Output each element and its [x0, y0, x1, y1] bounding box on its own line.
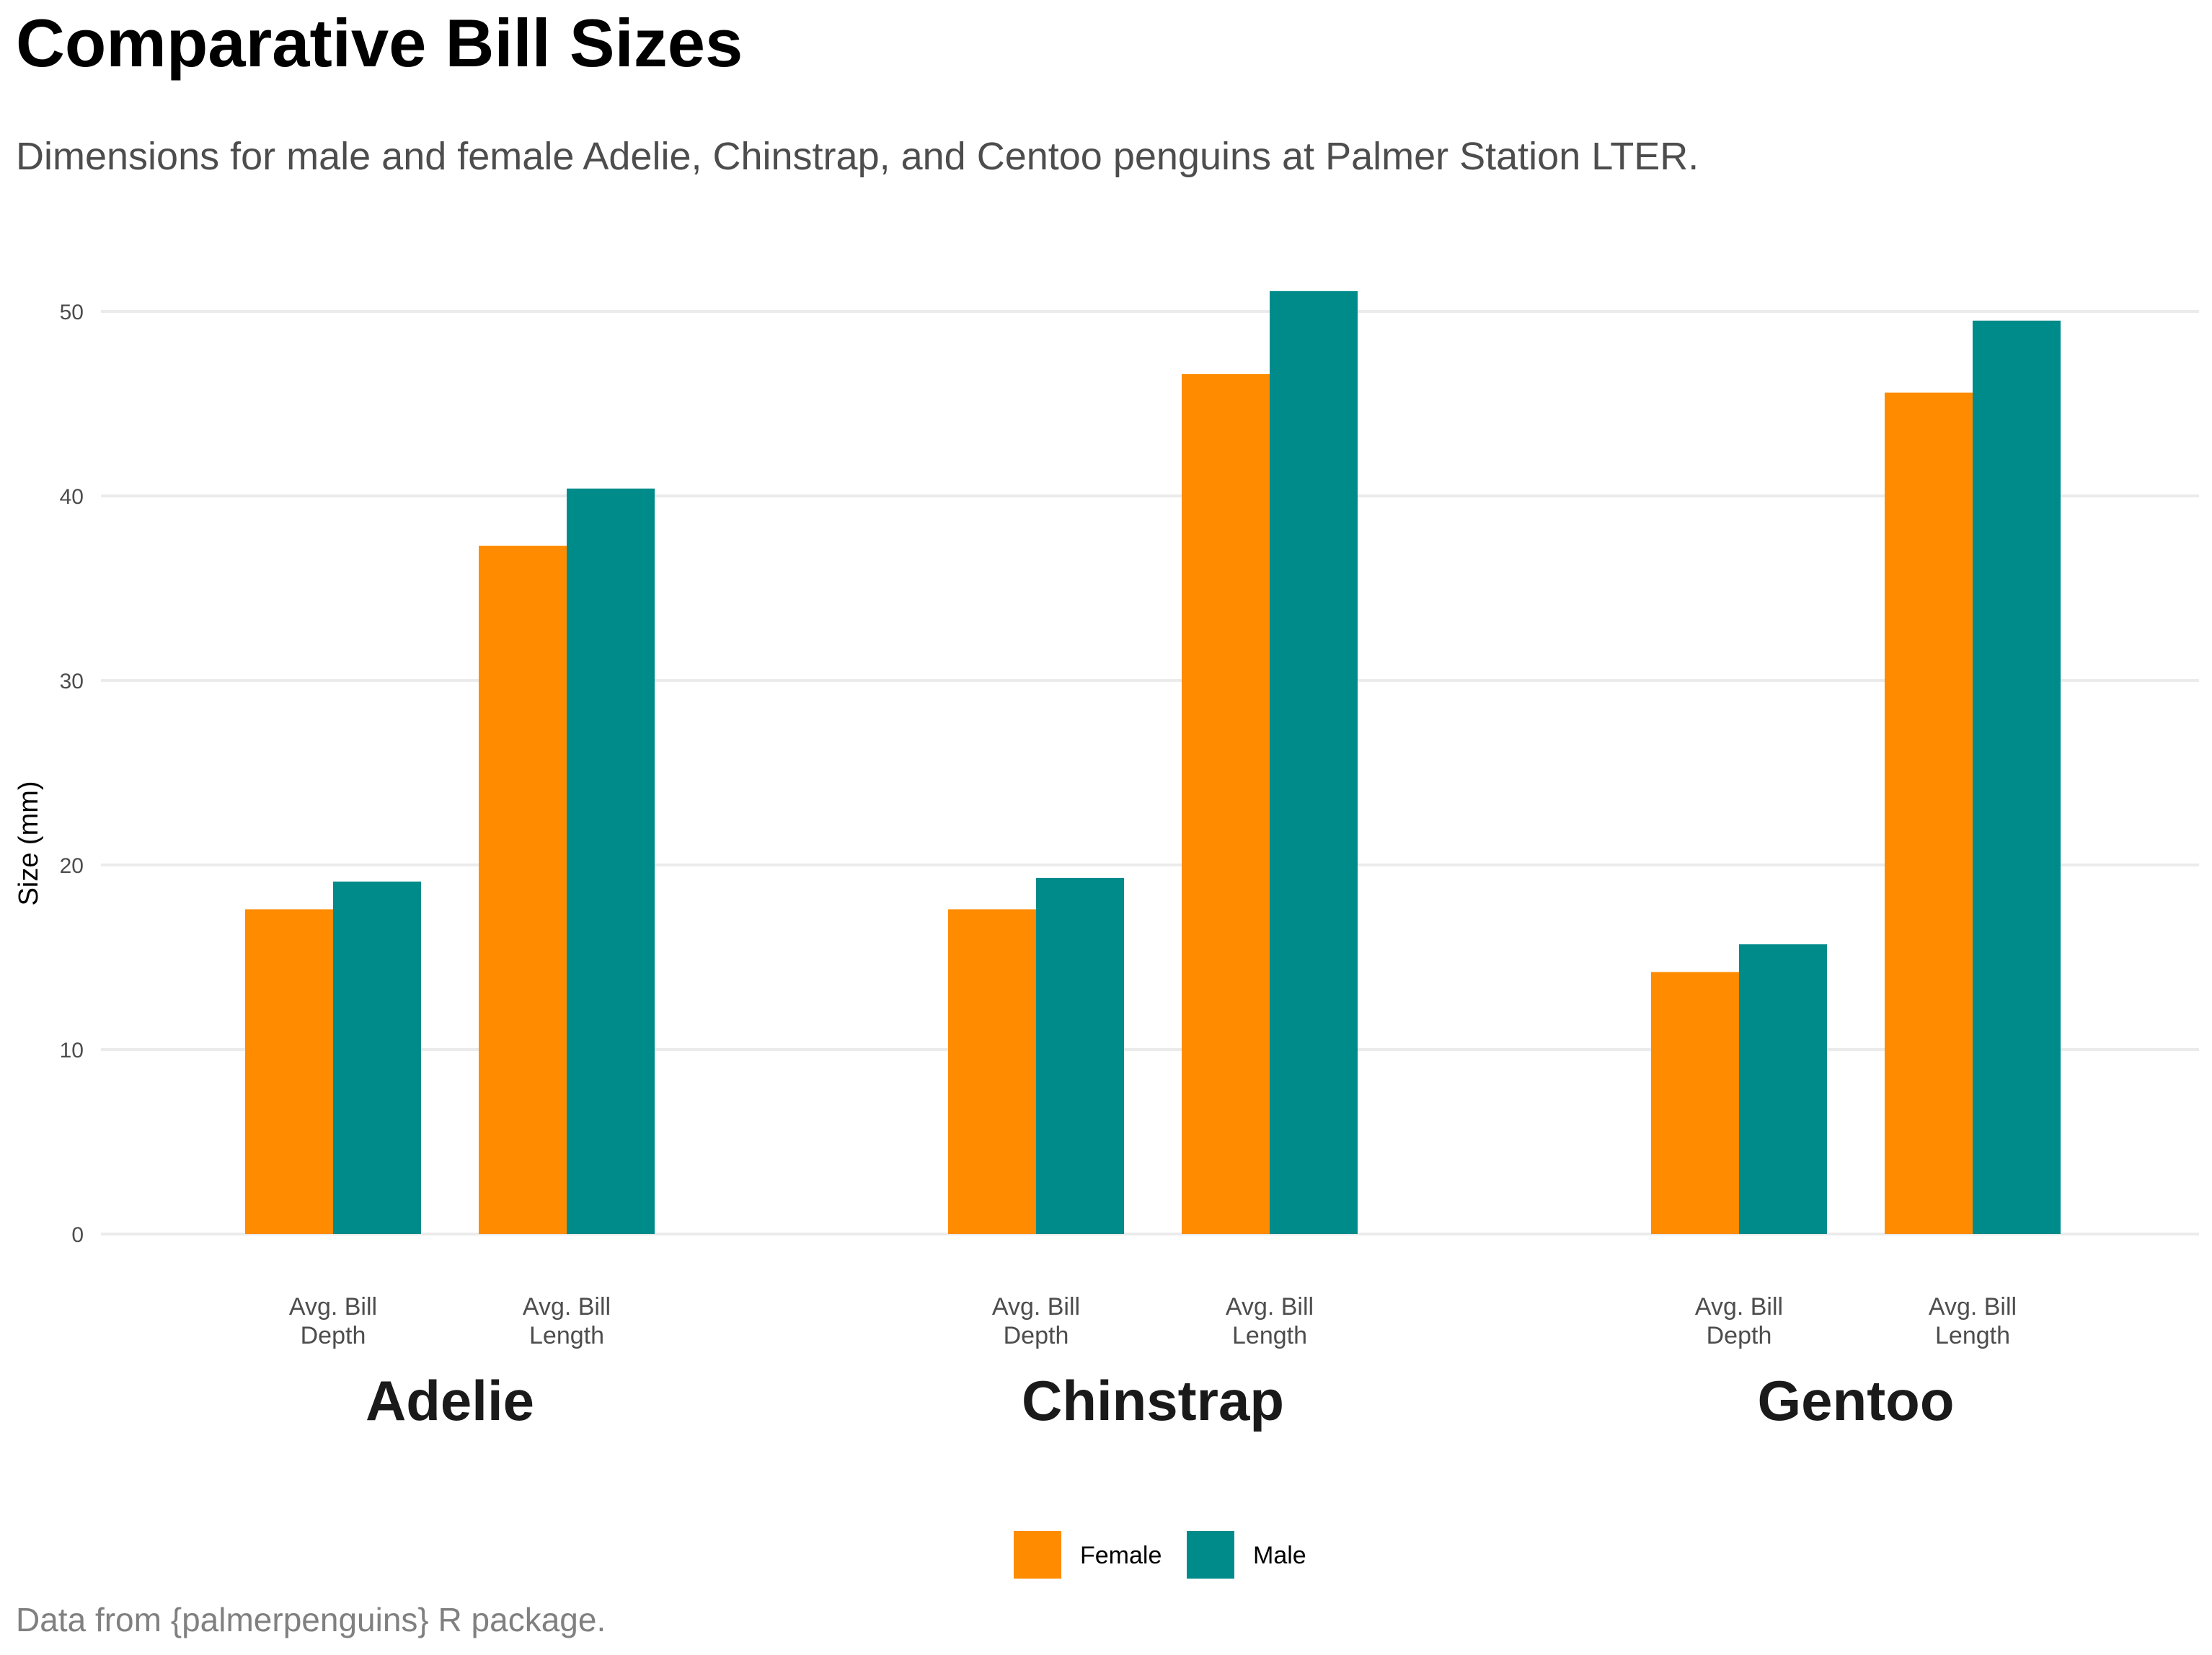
category-label: Avg. Bill [1695, 1293, 1783, 1321]
legend-swatch-female [1014, 1531, 1061, 1579]
bar-gentoo-depth-male [1739, 944, 1827, 1234]
category-label: Avg. Bill [992, 1293, 1080, 1321]
category-label: Depth [1004, 1322, 1069, 1349]
bar-chinstrap-length-female [1182, 374, 1270, 1234]
category-label: Depth [301, 1322, 366, 1349]
gridlines [101, 310, 2199, 1235]
chart-caption: Data from {palmerpenguins} R package. [16, 1601, 606, 1638]
legend-label-female: Female [1080, 1542, 1162, 1569]
y-tick-label: 20 [60, 854, 84, 878]
legend-swatch-male [1187, 1531, 1234, 1579]
y-tick-label: 30 [60, 670, 84, 693]
bar-adelie-depth-male [333, 882, 421, 1234]
category-label: Length [1232, 1322, 1307, 1349]
legend: Female Male [1014, 1531, 1306, 1579]
y-tick-label: 50 [60, 301, 84, 324]
species-label-chinstrap: Chinstrap [1022, 1369, 1284, 1432]
chart-title: Comparative Bill Sizes [16, 5, 743, 81]
y-axis-ticks: 0 10 20 30 40 50 [60, 301, 84, 1247]
bar-adelie-length-female [479, 546, 567, 1234]
y-axis-label: Size (mm) [14, 781, 44, 905]
category-label: Length [529, 1322, 604, 1349]
category-label: Avg. Bill [289, 1293, 377, 1321]
category-label: Depth [1707, 1322, 1772, 1349]
category-label: Length [1935, 1322, 2010, 1349]
y-tick-label: 10 [60, 1039, 84, 1062]
bars [245, 290, 2061, 1235]
category-label: Avg. Bill [523, 1293, 611, 1321]
bar-gentoo-length-female [1885, 392, 1973, 1234]
y-tick-label: 40 [60, 485, 84, 509]
category-label: Avg. Bill [1929, 1293, 2017, 1321]
bar-gentoo-depth-female [1651, 972, 1739, 1234]
species-label-gentoo: Gentoo [1758, 1369, 1955, 1432]
bar-adelie-depth-female [245, 909, 333, 1234]
species-label-adelie: Adelie [366, 1369, 534, 1432]
y-tick-label: 0 [71, 1223, 84, 1247]
legend-label-male: Male [1253, 1542, 1306, 1569]
category-label: Avg. Bill [1226, 1293, 1314, 1321]
bar-gentoo-length-male [1973, 320, 2061, 1234]
bar-chinstrap-depth-male [1036, 877, 1124, 1234]
chart-subtitle: Dimensions for male and female Adelie, C… [16, 135, 1699, 178]
species-labels: Adelie Chinstrap Gentoo [366, 1369, 1955, 1432]
bar-chinstrap-depth-female [948, 909, 1036, 1234]
bar-adelie-length-male [567, 488, 655, 1234]
bar-chinstrap-length-male [1270, 290, 1358, 1235]
